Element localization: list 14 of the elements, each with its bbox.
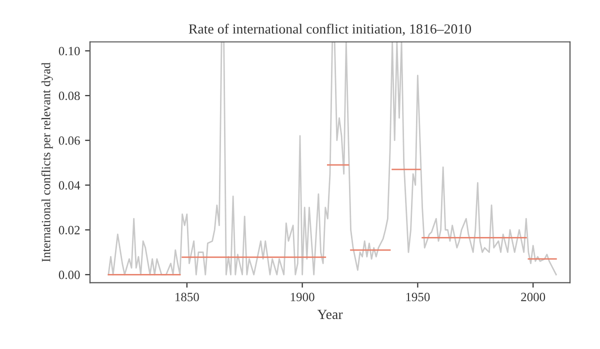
y-tick-label: 0.08 [58, 92, 80, 100]
x-tick-label: 1950 [406, 292, 430, 302]
x-tick-label: 1850 [176, 292, 199, 302]
y-tick-label: 0.00 [58, 270, 80, 280]
x-axis-title: Year [317, 310, 343, 320]
y-tick-label: 0.06 [58, 136, 80, 145]
x-tick-label: 2000 [521, 292, 546, 302]
y-tick-label: 0.04 [58, 181, 80, 190]
y-tick-label: 0.02 [58, 226, 80, 234]
line-series [108, 42, 557, 276]
y-tick-label: 0.10 [58, 46, 80, 56]
x-tick-label: 1900 [290, 292, 314, 302]
y-axis-title: International conflicts per relevant dyad [41, 62, 53, 262]
chart-title: Rate of international conflict initiation, 1816–2010 [188, 24, 472, 36]
